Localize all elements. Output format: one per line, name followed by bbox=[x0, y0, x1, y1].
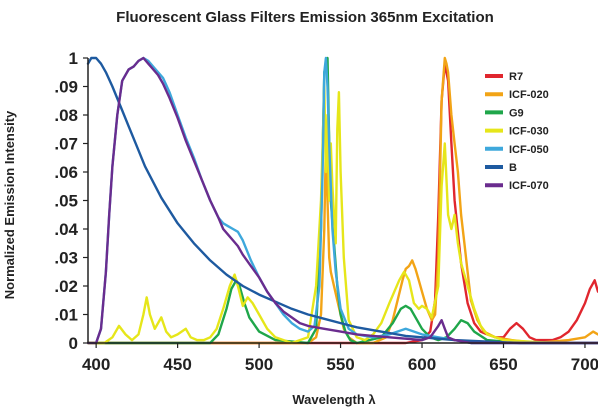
x-tick-label: 500 bbox=[245, 355, 273, 374]
legend: R7 ICF-020 G9 ICF-030 ICF-050 B ICF-070 bbox=[485, 71, 549, 192]
y-tick-label: .02 bbox=[54, 277, 78, 296]
y-tick-label: 1 bbox=[69, 49, 78, 68]
y-tick-label: .05 bbox=[54, 192, 78, 211]
y-axis-label: Normalized Emission Intensity bbox=[2, 110, 17, 299]
axes: 0 .01 .02 .03 .04 .05 .06 .07 .08 .09 1 400 450 500 55… bbox=[54, 49, 598, 374]
x-tick-label: 550 bbox=[326, 355, 354, 374]
legend-label: G9 bbox=[509, 107, 524, 119]
x-tick-label: 600 bbox=[408, 355, 436, 374]
series-line-icf-070 bbox=[86, 56, 598, 345]
y-tick-label: .07 bbox=[54, 135, 78, 154]
x-tick-label: 650 bbox=[489, 355, 517, 374]
y-tick-label: .03 bbox=[54, 249, 78, 268]
x-tick-label: 400 bbox=[82, 355, 110, 374]
series-line-icf-030 bbox=[86, 85, 598, 345]
x-tick-label: 450 bbox=[163, 355, 191, 374]
x-axis-label: Wavelength λ bbox=[292, 392, 376, 407]
series-line-b bbox=[86, 56, 598, 345]
legend-label: ICF-030 bbox=[509, 126, 549, 138]
legend-label: ICF-020 bbox=[509, 89, 549, 101]
legend-label: ICF-050 bbox=[509, 144, 549, 156]
y-tick-label: 0 bbox=[69, 334, 78, 353]
legend-label: ICF-070 bbox=[509, 180, 549, 192]
legend-label: R7 bbox=[509, 71, 523, 83]
series-line-g9 bbox=[86, 56, 598, 345]
y-tick-label: .06 bbox=[54, 163, 78, 182]
y-tick-label: .09 bbox=[54, 78, 78, 97]
y-tick-label: .04 bbox=[54, 220, 78, 239]
y-tick-label: .08 bbox=[54, 106, 78, 125]
y-tick-label: .01 bbox=[54, 306, 78, 325]
series-layer bbox=[86, 56, 598, 345]
x-tick-label: 700 bbox=[571, 355, 598, 374]
chart-title: Fluorescent Glass Filters Emission 365nm… bbox=[116, 9, 494, 26]
legend-label: B bbox=[509, 162, 517, 174]
